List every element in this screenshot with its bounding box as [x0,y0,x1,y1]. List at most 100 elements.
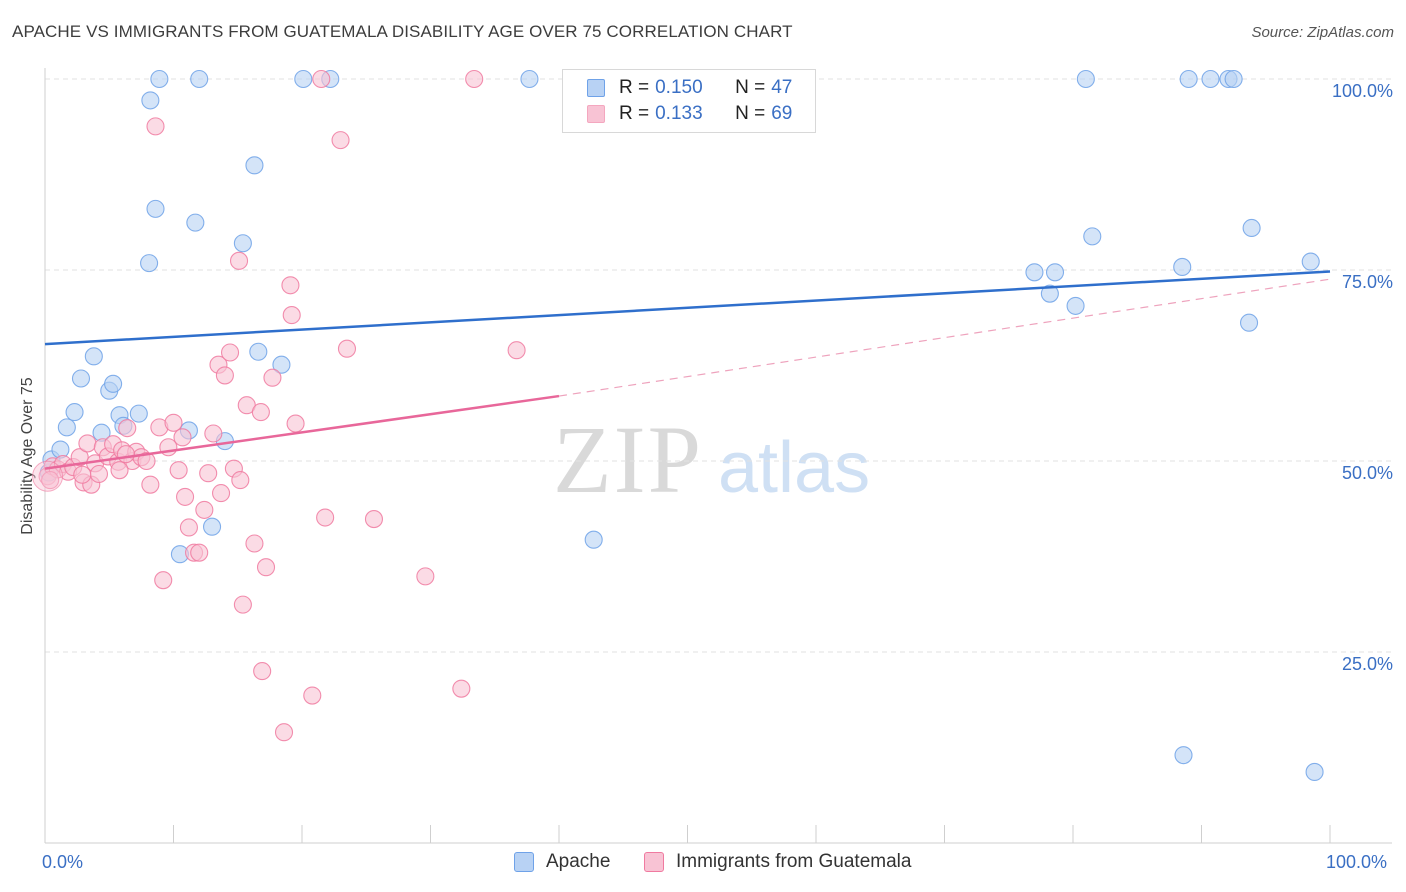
legend-row-apache: R = 0.150 N = 47 [587,76,792,100]
apache-point [1174,746,1193,765]
x-tick-label-max: 100.0% [1326,852,1388,872]
x-tick-label-min: 0.0% [42,852,84,872]
apache-point [186,213,205,232]
guatemala-point [89,464,109,484]
apache-point [249,342,268,361]
apache-point [84,347,103,366]
y-tick-label: 50.0% [1342,463,1393,483]
y-tick-label: 25.0% [1342,654,1393,674]
apache-point [71,369,91,388]
legend-r-value: 0.150 [655,77,703,98]
apache-point [104,374,123,393]
guatemala-point [173,428,192,447]
guatemala-point [116,445,136,464]
series-legend: Apache Immigrants from Guatemala [0,851,1406,877]
guatemala-point [231,471,250,490]
apache-point [520,69,539,89]
guatemala-point [154,571,173,590]
legend-r-label: R = [619,103,650,124]
guatemala-point [274,723,294,742]
apache-point [233,234,252,253]
guatemala-point [78,434,97,453]
guatemala-point [282,306,301,325]
guatemala-point [41,471,60,490]
legend-n-label: N = [735,103,766,124]
chart-title: APACHE VS IMMIGRANTS FROM GUATEMALA DISA… [12,22,793,41]
guatemala-point [253,662,272,681]
guatemala-point [303,686,322,705]
guatemala-point [245,534,264,553]
guatemala-point [204,424,223,443]
apache-point [65,403,84,422]
guatemala-point [263,368,282,387]
guatemala-point [215,366,234,385]
guatemala-point [199,464,218,483]
series-legend-swatch-apache [514,852,534,872]
guatemala-point [452,679,471,698]
guatemala-point [331,131,350,150]
trend-line-apache [44,270,1331,346]
legend-swatch-guatemala [587,105,605,123]
legend-n-value: 47 [771,77,793,98]
guatemala-point [190,543,209,562]
legend-r-value: 0.133 [655,103,703,124]
guatemala-point [233,595,252,614]
apache-point [584,530,603,549]
guatemala-point [507,341,526,360]
apache-point [1083,227,1102,246]
watermark-atlas: atlas [718,428,870,508]
guatemala-point [146,117,165,136]
apache-point [146,199,165,218]
guatemala-point [118,419,137,438]
legend-row-guatemala: R = 0.133 N = 69 [587,102,792,126]
guatemala-point [364,510,384,529]
guatemala-point [229,251,249,270]
guatemala-point [137,451,156,471]
trend-line-guatemala-extension [558,278,1331,397]
apache-point [272,355,291,374]
guatemala-point [286,414,305,433]
series-legend-label-apache: Apache [546,851,611,872]
guatemala-point [316,508,335,527]
guatemala-point [70,448,89,467]
series-legend-guatemala: Immigrants from Guatemala [644,851,911,873]
legend-swatch-apache [587,79,605,97]
y-tick-label: 75.0% [1342,272,1393,292]
apache-point [245,156,264,175]
guatemala-point [220,343,240,362]
series-legend-swatch-guatemala [644,852,664,872]
guatemala-point [141,475,160,494]
guatemala-point [337,339,357,358]
apache-point [1045,263,1065,282]
guatemala-point [465,69,484,89]
series-legend-apache: Apache [514,851,610,873]
apache-point [57,418,76,437]
apache-point [1076,69,1095,89]
legend-n-label: N = [735,77,766,98]
guatemala-point [32,460,64,492]
series-legend-label-guatemala: Immigrants from Guatemala [676,851,912,872]
guatemala-point [73,465,92,484]
trend-line-guatemala [44,394,560,470]
apache-point [1224,69,1243,89]
legend-n-value: 69 [771,103,793,124]
apache-point [1201,69,1220,89]
apache-point [190,69,209,89]
guatemala-point [281,276,300,295]
correlation-legend: R = 0.150 N = 47 R = 0.133 N = 69 [562,69,816,133]
apache-point [1242,218,1261,238]
legend-r-label: R = [619,77,650,98]
apache-point [1066,296,1085,315]
guatemala-point [195,500,214,519]
apache-point [1239,313,1259,332]
apache-point [1179,69,1198,89]
apache-point [203,517,222,536]
guatemala-point [164,413,183,432]
apache-point [141,91,160,110]
guatemala-point [251,403,270,422]
apache-point [294,69,313,89]
apache-point [1301,252,1320,271]
guatemala-point [416,567,435,586]
apache-point [150,69,169,89]
